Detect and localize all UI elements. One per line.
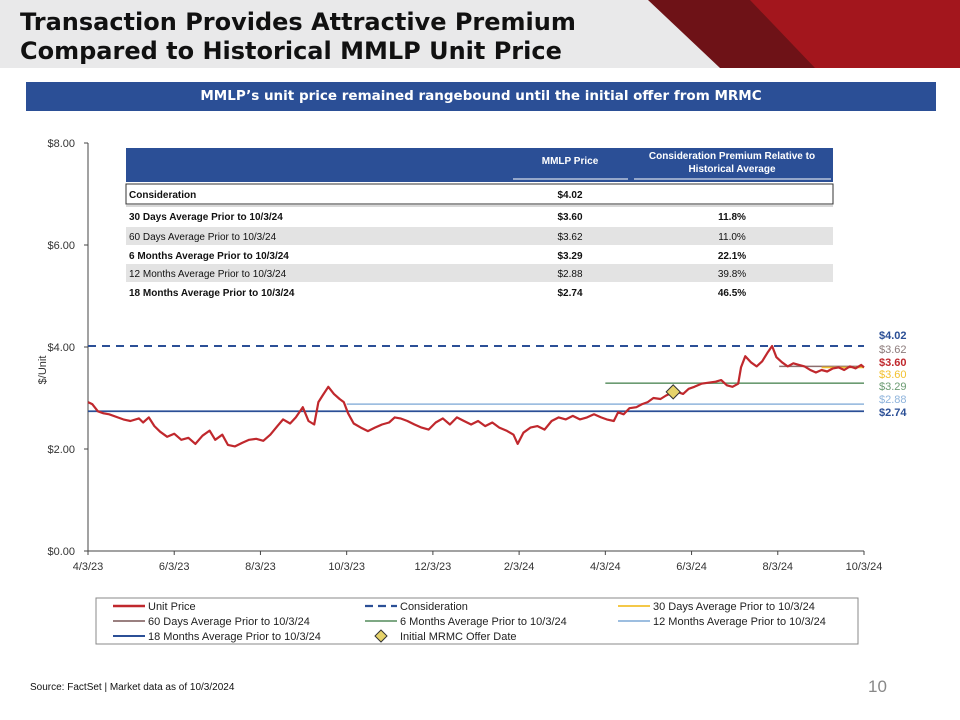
series-value-label-2: $3.60 bbox=[879, 369, 907, 381]
legend-swatch-marker bbox=[374, 629, 388, 643]
page-number: 10 bbox=[868, 677, 887, 696]
unit-price-value-label: $3.60 bbox=[879, 357, 907, 369]
table-header-price: MMLP Price bbox=[542, 156, 599, 167]
table-row-price: $4.02 bbox=[557, 190, 582, 201]
y-tick-label: $0.00 bbox=[47, 546, 75, 558]
legend-label: 18 Months Average Prior to 10/3/24 bbox=[148, 631, 321, 643]
x-tick-label: 12/3/23 bbox=[415, 561, 452, 573]
table-row-label: 30 Days Average Prior to 10/3/24 bbox=[129, 212, 283, 223]
table-row-price: $3.62 bbox=[557, 232, 582, 243]
legend-label: Initial MRMC Offer Date bbox=[400, 631, 517, 643]
table-header-bg bbox=[126, 148, 833, 182]
table-header-premium-line-2: Historical Average bbox=[688, 164, 776, 175]
chart-series: $4.02$3.62$3.60$3.60$3.29$2.88$2.74 bbox=[87, 330, 907, 448]
x-tick-label: 10/3/24 bbox=[846, 561, 883, 573]
premium-table: MMLP Price Consideration Premium Relative… bbox=[125, 148, 834, 299]
table-row-band bbox=[126, 227, 833, 245]
table-row-price: $3.29 bbox=[557, 251, 582, 262]
x-tick-label: 4/3/24 bbox=[590, 561, 621, 573]
chart-legend: Unit Price Consideration 30 Days Average P… bbox=[95, 597, 859, 645]
series-value-label-3: $3.62 bbox=[879, 344, 907, 356]
title-accent-red bbox=[750, 0, 960, 68]
table-row-premium: 46.5% bbox=[718, 288, 746, 299]
series-value-label-6: $2.74 bbox=[879, 407, 907, 419]
x-tick-label: 8/3/24 bbox=[762, 561, 793, 573]
series-value-label-4: $3.29 bbox=[879, 381, 907, 393]
legend-label: 6 Months Average Prior to 10/3/24 bbox=[400, 616, 567, 628]
table-row-band bbox=[126, 264, 833, 282]
y-tick-label: $6.00 bbox=[47, 240, 75, 252]
title-accent-shape bbox=[648, 0, 960, 68]
title-bar: Transaction Provides Attractive Premium … bbox=[0, 0, 960, 68]
legend-box bbox=[95, 597, 859, 645]
page-title: Transaction Provides Attractive Premium … bbox=[20, 8, 576, 66]
legend-label: Consideration bbox=[400, 601, 468, 613]
legend-label: Unit Price bbox=[148, 601, 196, 613]
legend-label: 12 Months Average Prior to 10/3/24 bbox=[653, 616, 826, 628]
y-axis-label: $/Unit bbox=[37, 356, 49, 385]
table-row-label: 6 Months Average Prior to 10/3/24 bbox=[129, 251, 289, 262]
table-row-label: Consideration bbox=[129, 190, 196, 201]
table-row-box bbox=[125, 183, 834, 205]
page-title-line-2: Compared to Historical MMLP Unit Price bbox=[20, 37, 562, 65]
table-row-premium: 11.8% bbox=[718, 212, 746, 223]
x-tick-label: 6/3/24 bbox=[676, 561, 707, 573]
legend-label: 60 Days Average Prior to 10/3/24 bbox=[148, 616, 310, 628]
y-tick-label: $8.00 bbox=[47, 138, 75, 150]
table-row-premium: 11.0% bbox=[718, 232, 746, 243]
table-row-label: 60 Days Average Prior to 10/3/24 bbox=[129, 232, 277, 243]
table-header-premium-line-1: Consideration Premium Relative to bbox=[649, 151, 815, 162]
table-row-label: 18 Months Average Prior to 10/3/24 bbox=[129, 288, 295, 299]
source-note: Source: FactSet | Market data as of 10/3… bbox=[30, 682, 235, 693]
page-title-line-1: Transaction Provides Attractive Premium bbox=[20, 8, 576, 36]
subtitle-banner: MMLP’s unit price remained rangebound un… bbox=[26, 82, 936, 111]
series-value-label-5: $2.88 bbox=[879, 394, 907, 406]
x-tick-label: 6/3/23 bbox=[159, 561, 190, 573]
y-tick-label: $4.00 bbox=[47, 342, 75, 354]
x-tick-label: 2/3/24 bbox=[504, 561, 535, 573]
x-tick-label: 4/3/23 bbox=[73, 561, 104, 573]
y-tick-label: $2.00 bbox=[47, 444, 75, 456]
table-row-label: 12 Months Average Prior to 10/3/24 bbox=[129, 269, 287, 280]
chart-axes: $0.00 $2.00 $4.00 $6.00 $8.00 4/3/23 6/3/23 8/3… bbox=[37, 138, 882, 573]
legend-label: 30 Days Average Prior to 10/3/24 bbox=[653, 601, 815, 613]
table-row-price: $2.88 bbox=[557, 269, 582, 280]
table-row-price: $3.60 bbox=[557, 212, 582, 223]
table-row-premium: 22.1% bbox=[718, 251, 746, 262]
table-row-premium: 39.8% bbox=[718, 269, 746, 280]
unit-price-line bbox=[87, 344, 865, 448]
series-value-label-1: $4.02 bbox=[879, 330, 907, 342]
x-tick-label: 10/3/23 bbox=[328, 561, 365, 573]
table-row-price: $2.74 bbox=[557, 288, 582, 299]
x-tick-label: 8/3/23 bbox=[245, 561, 276, 573]
offer-date-marker bbox=[665, 384, 681, 400]
